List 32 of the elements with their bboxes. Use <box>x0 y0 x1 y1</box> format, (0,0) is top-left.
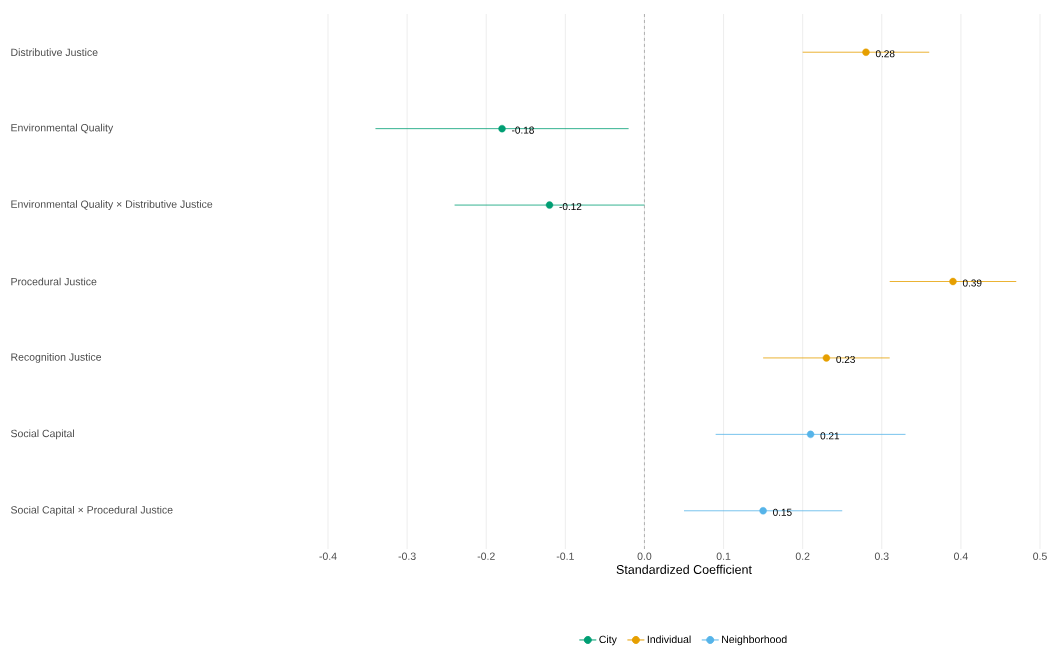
point <box>806 430 815 439</box>
data-label: 0.21 <box>820 432 840 440</box>
y-tick-label: Procedural Justice <box>11 277 97 286</box>
x-tick-label: -0.3 <box>398 552 416 560</box>
point <box>545 201 554 209</box>
point <box>759 507 767 515</box>
y-tick-label: Environmental Quality × Distributive Justice <box>11 200 213 210</box>
x-tick-label: 0.5 <box>1033 552 1047 560</box>
x-tick-label: 0.3 <box>874 552 889 560</box>
y-tick-label: Recognition Justice <box>11 353 102 363</box>
point <box>822 354 831 362</box>
x-tick-label: -0.2 <box>477 552 495 560</box>
x-tick-label: -0.4 <box>319 552 337 560</box>
x-tick-label: 0.1 <box>716 552 731 560</box>
x-tick-label: -0.1 <box>556 552 574 560</box>
y-tick-label: Distributive Justice <box>11 48 98 57</box>
y-tick-label: Social Capital × Procedural Justice <box>11 505 173 516</box>
point <box>949 277 957 286</box>
point <box>498 124 506 133</box>
legend-label: Neighborhood <box>722 635 787 646</box>
x-tick-label: 0.0 <box>637 552 652 560</box>
legend-label: Individual <box>647 635 691 644</box>
point <box>862 48 870 56</box>
legend-label: City <box>599 635 617 646</box>
x-tick-label: 0.2 <box>795 552 810 560</box>
x-axis-title: Standardized Coefficient <box>616 564 752 574</box>
data-label: 0.15 <box>773 508 792 516</box>
x-tick-label: 0.4 <box>954 552 968 560</box>
data-label: -0.12 <box>559 203 582 211</box>
y-tick-label: Social Capital <box>11 429 74 440</box>
data-label: 0.23 <box>836 355 855 363</box>
y-tick-label: Environmental Quality <box>11 123 114 134</box>
